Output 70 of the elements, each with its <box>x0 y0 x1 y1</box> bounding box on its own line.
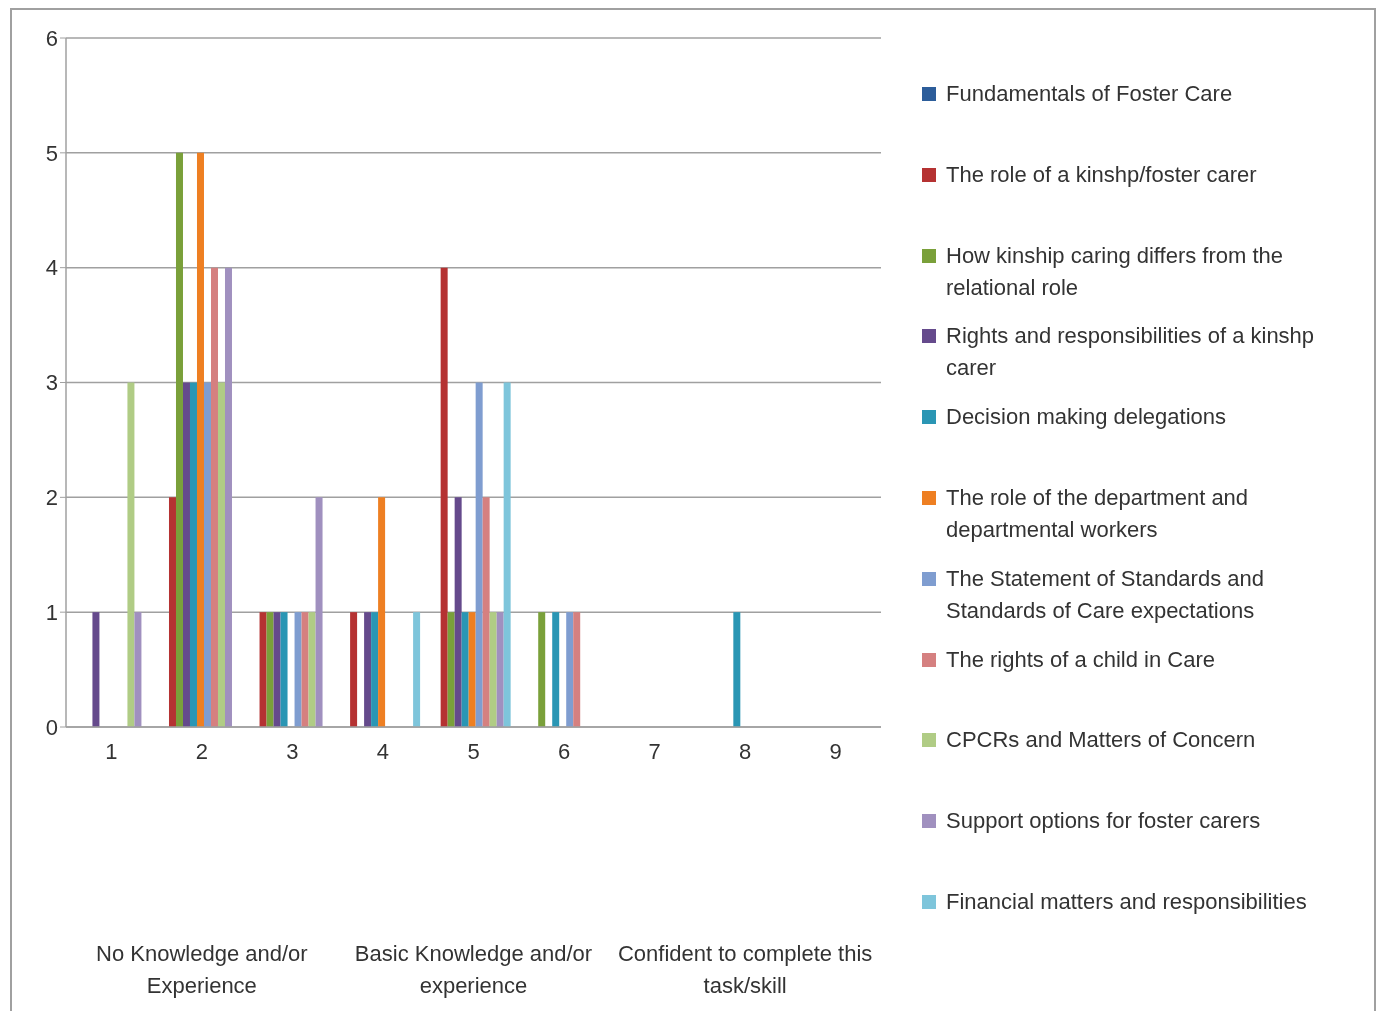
text: Basic Knowledge and/or experience <box>353 940 594 1000</box>
bar <box>189 382 197 727</box>
y-tick-label: 2 <box>45 485 58 511</box>
legend-label: The rights of a child in Care <box>946 645 1216 674</box>
bar <box>210 267 218 727</box>
bar <box>566 612 574 727</box>
y-tick-label: 4 <box>45 255 58 281</box>
y-tick-label: 1 <box>45 599 58 625</box>
text: No Knowledge and/or Experience <box>95 940 309 1000</box>
x-tick-label: 8 <box>739 738 752 764</box>
bar <box>92 612 100 727</box>
bar <box>196 152 204 727</box>
bar <box>217 382 225 727</box>
bar <box>503 382 511 727</box>
legend-label: Support options for foster carers <box>946 807 1261 836</box>
bar <box>364 612 372 727</box>
bar <box>280 612 288 727</box>
bar <box>454 497 462 727</box>
bar <box>468 612 476 727</box>
x-tick-label: 3 <box>286 738 299 764</box>
y-tick-label: 5 <box>45 140 58 166</box>
x-tick-label: 7 <box>648 738 661 764</box>
legend-label: The Statement of Standards and Standards of Care expectations <box>946 564 1265 625</box>
bar <box>489 612 497 727</box>
x-tick-label: 1 <box>105 738 118 764</box>
bar <box>301 612 309 727</box>
legend-label: Financial matters and responsibilities <box>946 887 1307 916</box>
bar <box>461 612 469 727</box>
legend-label: The role of the department and departmental workers <box>946 484 1250 544</box>
bar <box>371 612 379 727</box>
bar <box>413 612 421 727</box>
bar <box>573 612 581 727</box>
x-tick-label: 2 <box>195 738 208 764</box>
legend-label: Fundamentals of Foster Care <box>946 80 1233 108</box>
y-tick-label: 6 <box>45 25 58 51</box>
bar <box>168 497 176 727</box>
bar <box>440 267 448 727</box>
bar <box>552 612 560 727</box>
bar <box>273 612 281 727</box>
bar <box>447 612 455 727</box>
legend-label: Decision making delegations <box>946 403 1227 432</box>
legend-label: CPCRs and Matters of Concern <box>946 726 1256 755</box>
bar <box>294 612 302 727</box>
x-tick-label: 6 <box>557 738 571 764</box>
bar <box>182 382 190 727</box>
y-tick-label: 3 <box>45 370 58 396</box>
bar <box>378 497 386 727</box>
bar <box>496 612 504 727</box>
bar <box>538 612 546 727</box>
bar <box>203 382 211 727</box>
bar <box>175 152 183 727</box>
legend-label: The role of a kinshp/foster carer <box>946 160 1257 189</box>
x-tick-label: 4 <box>376 738 390 764</box>
bar <box>482 497 490 727</box>
bar <box>224 267 232 727</box>
legend-label: Rights and responsibilities of a kinshp carer <box>946 322 1316 383</box>
x-tick-label: 9 <box>829 738 842 764</box>
bar <box>350 612 358 727</box>
x-tick-label: 5 <box>467 738 480 764</box>
bar <box>259 612 267 727</box>
bar <box>475 382 483 727</box>
y-tick-label: 0 <box>45 714 58 740</box>
bar <box>315 497 323 727</box>
bar <box>266 612 274 727</box>
bar <box>127 382 135 727</box>
bar <box>134 612 142 727</box>
bar <box>308 612 316 727</box>
legend-label: How kinship caring differs from the relational role <box>946 241 1285 302</box>
bar <box>733 612 741 727</box>
text: Confident to complete this task/skill <box>616 940 874 1000</box>
